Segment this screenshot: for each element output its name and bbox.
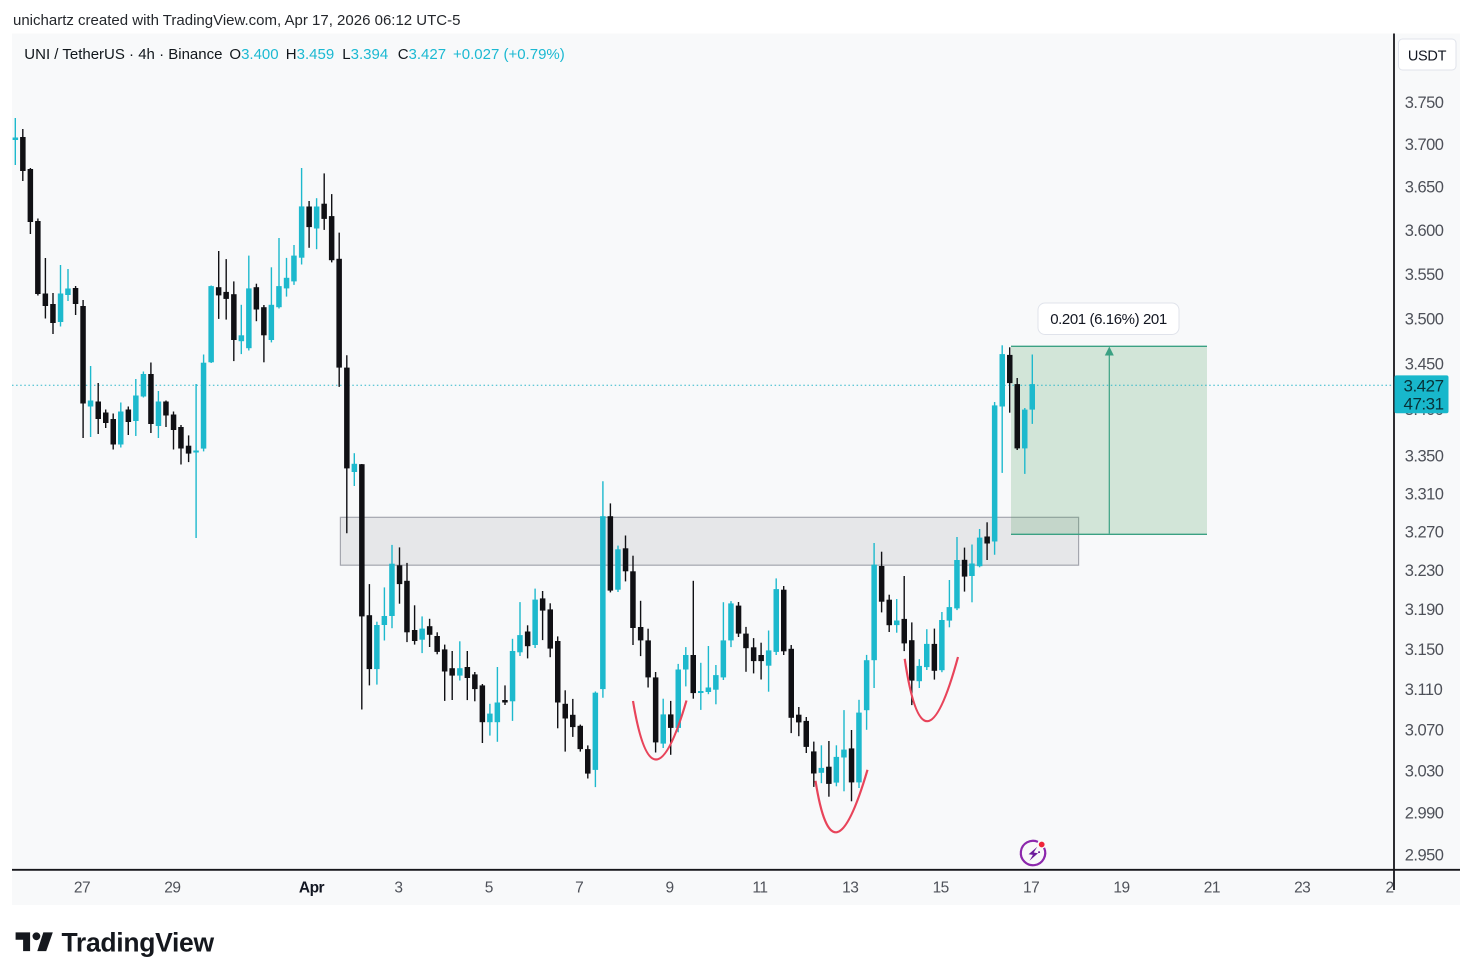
svg-text:5: 5: [485, 880, 493, 897]
svg-text:3.110: 3.110: [1405, 681, 1443, 699]
svg-text:3.650: 3.650: [1405, 179, 1444, 197]
svg-text:C3.427: C3.427: [398, 46, 446, 63]
svg-text:0.201 (6.16%) 201: 0.201 (6.16%) 201: [1050, 311, 1167, 328]
svg-text:3.150: 3.150: [1405, 641, 1444, 659]
svg-text:19: 19: [1113, 880, 1129, 897]
svg-text:15: 15: [933, 880, 949, 897]
svg-text:9: 9: [665, 880, 673, 897]
svg-text:3.310: 3.310: [1405, 485, 1444, 503]
svg-text:3.070: 3.070: [1405, 722, 1444, 740]
svg-text:TradingView: TradingView: [62, 927, 215, 957]
svg-text:2.990: 2.990: [1405, 804, 1444, 822]
svg-text:2.950: 2.950: [1405, 847, 1444, 865]
svg-text:Apr: Apr: [299, 880, 325, 897]
svg-text:13: 13: [842, 880, 858, 897]
svg-text:11: 11: [752, 880, 767, 897]
svg-text:29: 29: [164, 880, 180, 897]
svg-text:L3.394: L3.394: [342, 46, 388, 63]
svg-text:47:31: 47:31: [1404, 395, 1444, 414]
svg-text:3.500: 3.500: [1405, 310, 1444, 328]
svg-text:3: 3: [394, 880, 402, 897]
svg-text:3.190: 3.190: [1405, 601, 1444, 619]
svg-text:3.230: 3.230: [1405, 562, 1444, 580]
svg-text:USDT: USDT: [1408, 48, 1447, 64]
svg-text:3.750: 3.750: [1405, 94, 1444, 112]
svg-text:2: 2: [1385, 880, 1393, 897]
svg-text:7: 7: [575, 880, 583, 897]
svg-text:+0.027 (+0.79%): +0.027 (+0.79%): [453, 46, 565, 63]
svg-text:O3.400: O3.400: [229, 46, 278, 63]
svg-text:27: 27: [74, 880, 90, 897]
svg-text:3.270: 3.270: [1405, 524, 1444, 542]
svg-text:3.450: 3.450: [1405, 355, 1444, 373]
svg-text:3.700: 3.700: [1405, 136, 1444, 154]
svg-text:3.030: 3.030: [1405, 763, 1444, 781]
svg-text:3.600: 3.600: [1405, 222, 1444, 240]
svg-text:3.427: 3.427: [1404, 377, 1444, 396]
svg-text:3.550: 3.550: [1405, 266, 1444, 284]
svg-text:3.350: 3.350: [1405, 448, 1444, 466]
svg-text:UNI / TetherUS · 4h · Binance: UNI / TetherUS · 4h · Binance: [24, 46, 222, 63]
svg-text:17: 17: [1023, 880, 1039, 897]
svg-text:unichartz created with Trading: unichartz created with TradingView.com, …: [13, 12, 460, 29]
svg-text:H3.459: H3.459: [286, 46, 334, 63]
svg-text:21: 21: [1204, 880, 1220, 897]
svg-text:23: 23: [1294, 880, 1310, 897]
